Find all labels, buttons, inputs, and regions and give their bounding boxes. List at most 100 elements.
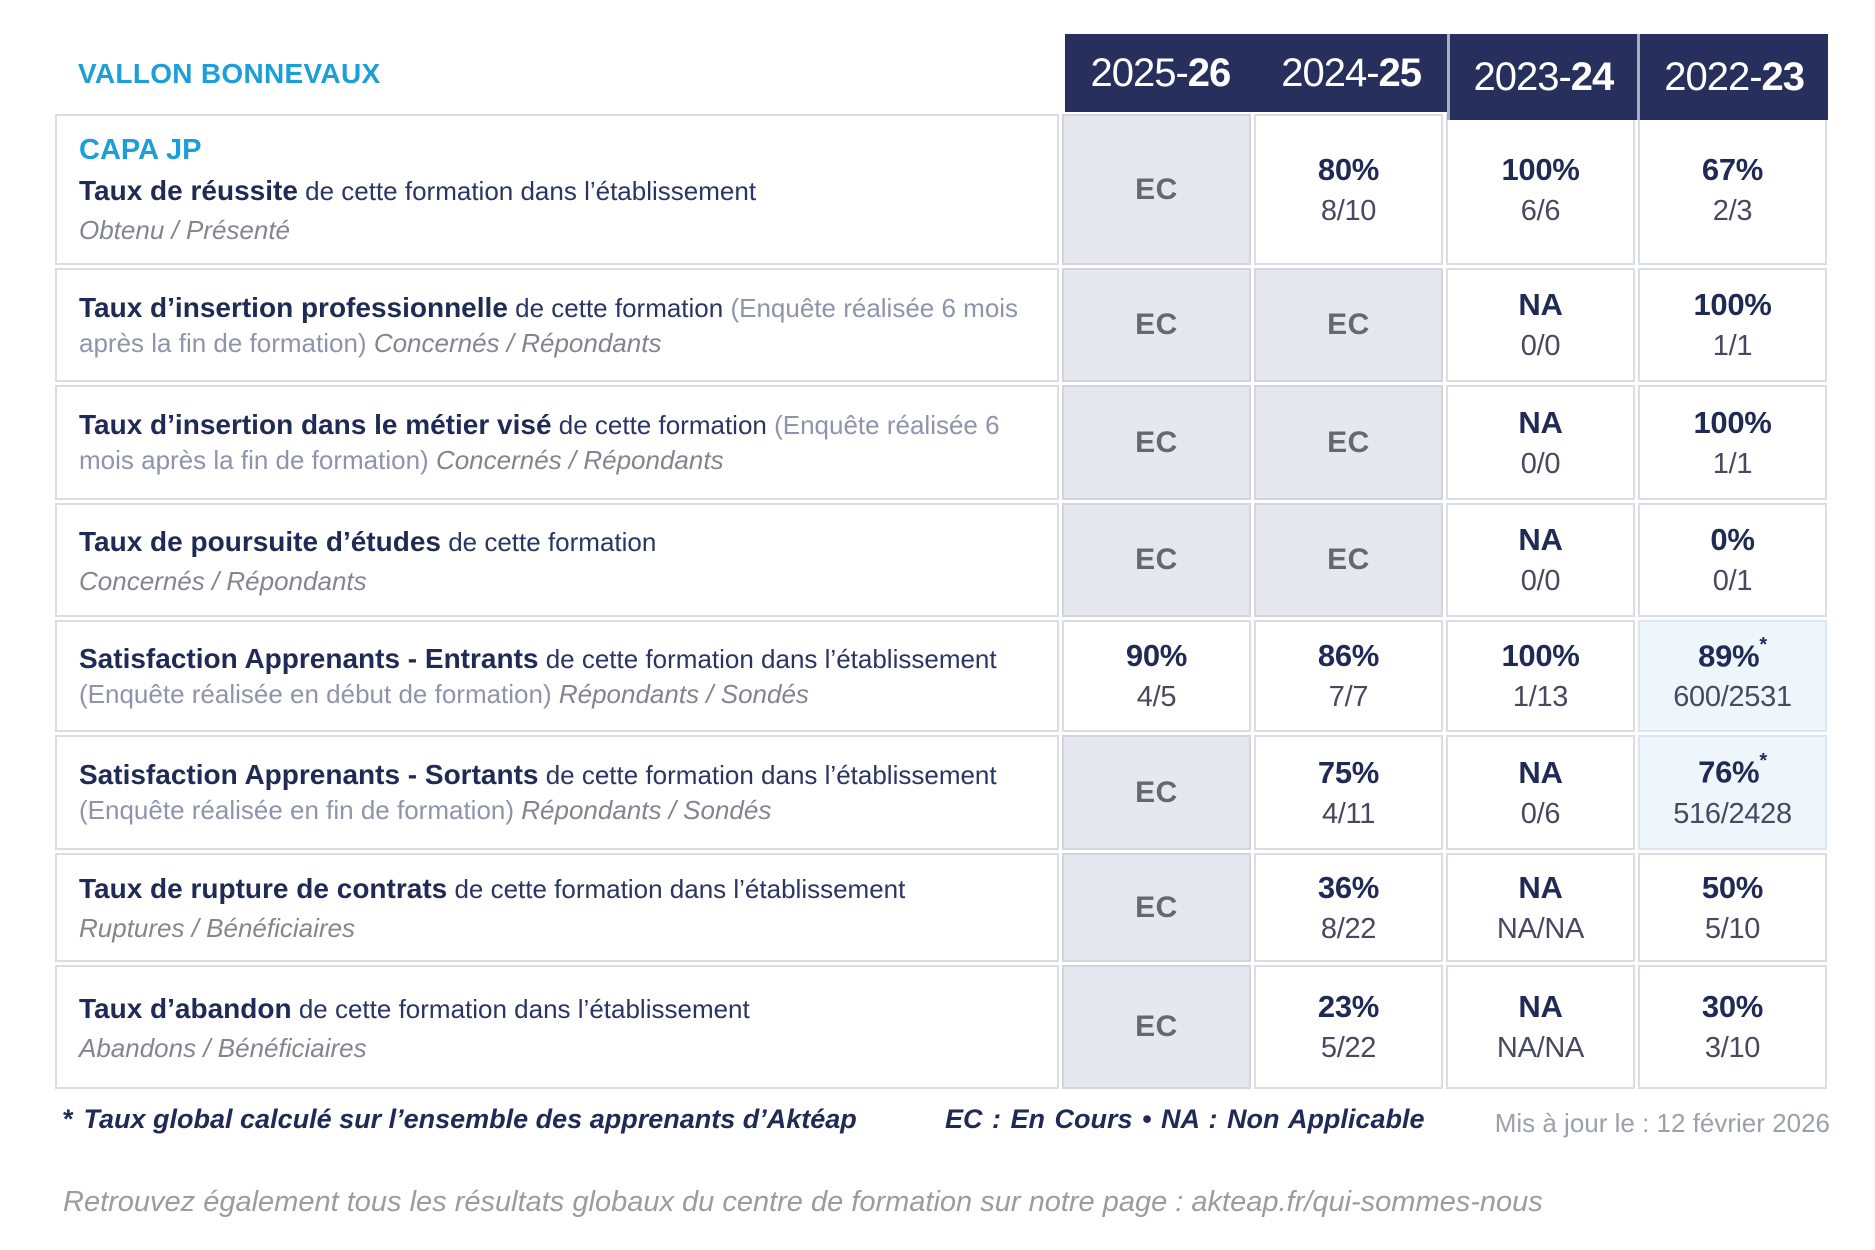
cell-main-value: 100% bbox=[1501, 638, 1580, 673]
row-desc-text: de cette formation dans l’établissement bbox=[291, 993, 750, 1024]
cell-main-value: NA bbox=[1518, 754, 1563, 790]
cell-fraction: 516/2428 bbox=[1673, 797, 1792, 830]
year-header: 2025- 26 2024- 25 2023- 24 2022- 23 bbox=[1065, 34, 1828, 120]
cell-fraction: 1/1 bbox=[1712, 330, 1753, 362]
row-label: Satisfaction Apprenants - Entrants de ce… bbox=[55, 620, 1059, 732]
row-title-text: Taux de poursuite d’études bbox=[79, 525, 441, 557]
row-title-text: Taux d’abandon bbox=[79, 992, 292, 1024]
row-title: Satisfaction Apprenants - Sortants de ce… bbox=[79, 757, 1039, 828]
row-title-text: Taux de réussite bbox=[79, 174, 298, 206]
cell-en-cours: EC bbox=[1062, 114, 1251, 265]
en-cours-text: EC bbox=[1327, 425, 1370, 459]
footnote-text: Taux global calculé sur l’ensemble des a… bbox=[83, 1104, 857, 1134]
cell-value: NA 0/0 bbox=[1446, 503, 1635, 617]
cell-en-cours: EC bbox=[1062, 853, 1251, 962]
footnote-star: * bbox=[63, 1104, 74, 1134]
row-title-text: Satisfaction Apprenants - Entrants bbox=[79, 642, 539, 674]
cell-fraction: 5/22 bbox=[1320, 1032, 1377, 1064]
cell-value: 100% 6/6 bbox=[1446, 114, 1635, 265]
en-cours-text: EC bbox=[1135, 890, 1178, 924]
row-subtitle: Abandons / Bénéficiaires bbox=[79, 1032, 367, 1063]
cell-main-value: 100% bbox=[1693, 287, 1772, 322]
row-subtitle: Obtenu / Présenté bbox=[79, 214, 291, 245]
global-rate-footnote: * Taux global calculé sur l’ensemble des … bbox=[63, 1104, 857, 1135]
cell-value: NA NA/NA bbox=[1446, 965, 1635, 1089]
cell-main-value: 89%* bbox=[1698, 633, 1767, 674]
footer-info: Retrouvez également tous les résultats g… bbox=[63, 1186, 1543, 1218]
cell-fraction: 7/7 bbox=[1328, 681, 1369, 713]
cell-fraction: 600/2531 bbox=[1673, 681, 1792, 714]
cell-main-value: NA bbox=[1518, 989, 1563, 1024]
row-desc-text: de cette formation dans l’établissement bbox=[297, 175, 757, 206]
en-cours-text: EC bbox=[1327, 543, 1370, 576]
row-title: Satisfaction Apprenants - Entrants de ce… bbox=[79, 641, 1039, 712]
en-cours-text: EC bbox=[1327, 308, 1370, 341]
cell-value: 36% 8/22 bbox=[1254, 853, 1443, 962]
row-paren-text: (Enquête réalisée en fin de formation) bbox=[79, 795, 522, 825]
cell-value: 67% 2/3 bbox=[1638, 114, 1827, 265]
cell-fraction: NA/NA bbox=[1496, 1032, 1585, 1064]
cell-fraction: 8/10 bbox=[1320, 194, 1377, 227]
cell-fraction: 8/22 bbox=[1320, 912, 1377, 945]
cell-main-value: NA bbox=[1518, 404, 1563, 440]
row-desc-text: de cette formation bbox=[507, 292, 731, 323]
cell-fraction: 4/5 bbox=[1136, 681, 1177, 713]
cell-value: 30% 3/10 bbox=[1638, 965, 1827, 1089]
row-label: Taux d’insertion dans le métier visé de … bbox=[55, 385, 1059, 500]
cell-main-value: NA bbox=[1518, 287, 1563, 322]
cell-fraction: 0/0 bbox=[1520, 447, 1561, 480]
row-desc-text: de cette formation dans l’établissement bbox=[538, 643, 997, 674]
cell-main-value: 36% bbox=[1317, 869, 1380, 905]
program-name: CAPA JP bbox=[79, 133, 202, 166]
cell-value: 89%* 600/2531 bbox=[1638, 620, 1827, 732]
row-desc-text: de cette formation bbox=[440, 526, 657, 557]
cell-value: NA 0/0 bbox=[1446, 268, 1635, 382]
row-paren-text: (Enquête réalisée 6 mois après la fin de… bbox=[79, 292, 1019, 358]
row-desc-text: de cette formation bbox=[551, 410, 775, 440]
cell-value: 100% 1/13 bbox=[1446, 620, 1635, 732]
abbreviations-legend: EC : En Cours • NA : Non Applicable bbox=[945, 1104, 1425, 1134]
last-updated-label: Mis à jour le : 12 février 2026 bbox=[1494, 1108, 1830, 1138]
row-title-text: Taux d’insertion dans le métier visé bbox=[79, 409, 552, 440]
cell-main-value: 100% bbox=[1693, 404, 1772, 440]
year-column: 2023- 24 bbox=[1446, 34, 1638, 120]
cell-fraction: 0/0 bbox=[1520, 565, 1561, 597]
cell-en-cours: EC bbox=[1254, 503, 1443, 617]
row-tail-text: Concernés / Répondants bbox=[435, 445, 724, 475]
row-title: Taux d’abandon de cette formation dans l… bbox=[79, 991, 1039, 1027]
row-title: Taux de rupture de contrats de cette for… bbox=[79, 871, 1039, 907]
row-paren-text: (Enquête réalisée 6 mois après la fin de… bbox=[79, 410, 1000, 475]
cell-value: NA 0/6 bbox=[1446, 735, 1635, 850]
row-desc-text: de cette formation dans l’établissement bbox=[447, 874, 906, 904]
cell-value: NA NA/NA bbox=[1446, 853, 1635, 962]
row-label: CAPA JP Taux de réussite de cette formati… bbox=[55, 114, 1059, 265]
cell-main-value: 75% bbox=[1317, 754, 1380, 790]
row-label: Taux de poursuite d’études de cette form… bbox=[55, 503, 1059, 617]
year-end: 24 bbox=[1570, 54, 1614, 99]
cell-en-cours: EC bbox=[1062, 385, 1251, 500]
row-title: Taux d’insertion professionnelle de cett… bbox=[79, 290, 1039, 361]
cell-fraction: 1/1 bbox=[1712, 447, 1753, 480]
year-end: 25 bbox=[1378, 50, 1422, 95]
cell-fraction: 6/6 bbox=[1520, 194, 1561, 227]
cell-fraction: 2/3 bbox=[1712, 194, 1753, 227]
year-start: 2025- bbox=[1090, 50, 1188, 95]
year-column: 2025- 26 bbox=[1065, 34, 1256, 112]
en-cours-text: EC bbox=[1135, 172, 1178, 206]
cell-value: 100% 1/1 bbox=[1638, 268, 1827, 382]
row-label: Taux de rupture de contrats de cette for… bbox=[55, 853, 1059, 962]
cell-fraction: 1/13 bbox=[1512, 681, 1569, 713]
year-start: 2023- bbox=[1473, 54, 1571, 99]
cell-fraction: 0/1 bbox=[1712, 565, 1753, 597]
year-column: 2022- 23 bbox=[1637, 34, 1828, 120]
year-end: 26 bbox=[1187, 50, 1231, 95]
row-subtitle: Ruptures / Bénéficiaires bbox=[79, 913, 356, 943]
cell-value: 80% 8/10 bbox=[1254, 114, 1443, 265]
cell-value: 90% 4/5 bbox=[1062, 620, 1251, 732]
row-label: Taux d’insertion professionnelle de cett… bbox=[55, 268, 1059, 382]
cell-main-value: 76%* bbox=[1698, 750, 1767, 790]
row-title: Taux de réussite de cette formation dans… bbox=[79, 173, 1039, 209]
site-title: VALLON BONNEVAUX bbox=[78, 58, 381, 89]
year-column: 2024- 25 bbox=[1255, 34, 1447, 112]
row-paren-text: (Enquête réalisée en début de formation) bbox=[79, 678, 559, 709]
